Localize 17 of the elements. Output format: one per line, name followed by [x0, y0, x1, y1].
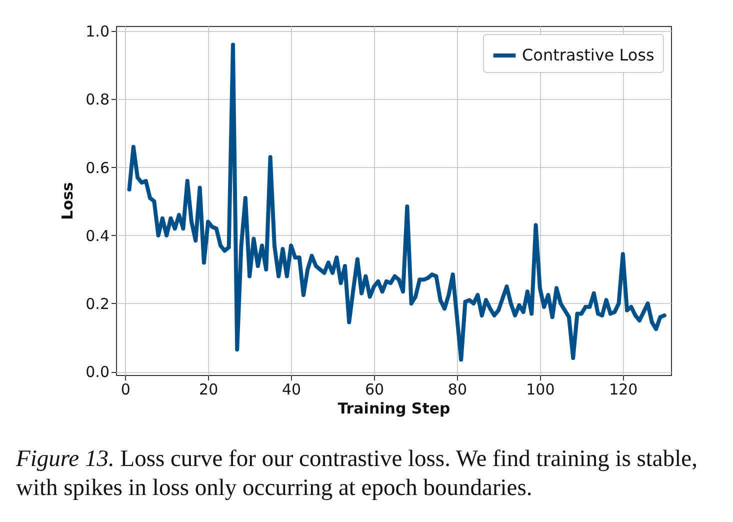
y-tick-label: 0.0 [86, 363, 110, 382]
x-tick-label: 40 [282, 380, 302, 398]
legend-label: Contrastive Loss [522, 46, 654, 64]
y-tick-label: 0.2 [86, 295, 110, 313]
y-tick-label: 0.8 [86, 90, 110, 109]
x-tick-label: 100 [526, 380, 555, 398]
x-axis-title: Training Step [338, 400, 451, 418]
y-tick-label: 1.0 [86, 22, 110, 41]
x-tick-label: 80 [448, 380, 468, 398]
x-tick-label: 120 [609, 380, 638, 398]
x-tick-label: 60 [364, 380, 384, 398]
y-tick-label: 0.6 [86, 158, 110, 177]
x-tick-label: 0 [120, 380, 130, 398]
y-axis-title: Loss [58, 182, 77, 220]
y-tick-label: 0.4 [86, 226, 110, 245]
caption: Figure 13. Loss curve for our contrastive loss. We find training is stable, with spikes in loss only occurring at epoch boundaries. [16, 445, 698, 503]
x-tick-label: 20 [199, 380, 218, 398]
